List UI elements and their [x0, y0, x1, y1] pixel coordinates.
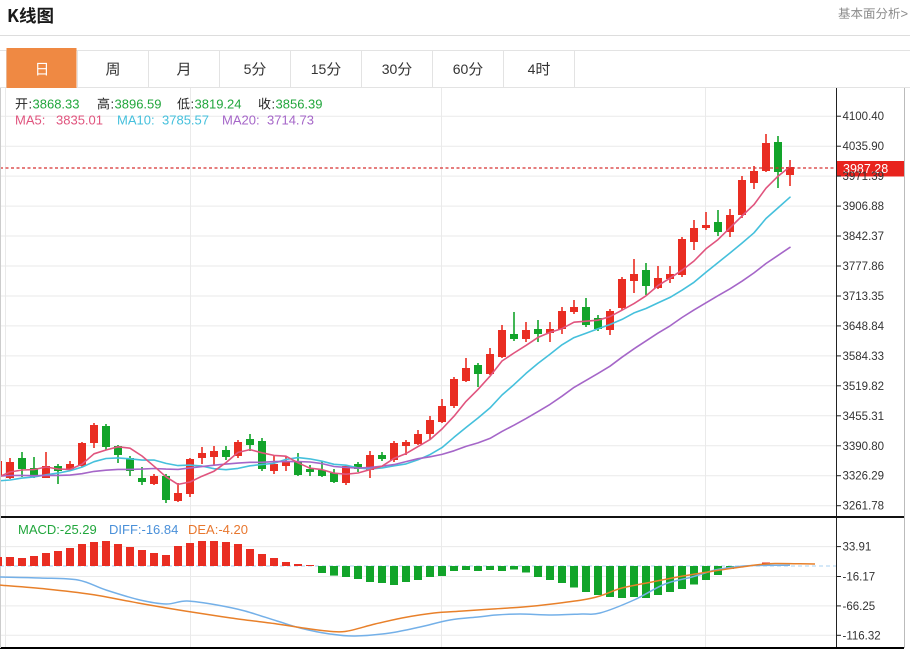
svg-text:4100.40: 4100.40 — [843, 111, 885, 123]
svg-text::: : — [191, 97, 195, 112]
svg-text:3835.01: 3835.01 — [56, 113, 103, 128]
svg-text:MA20:: MA20: — [222, 113, 260, 128]
svg-text:33.91: 33.91 — [843, 542, 872, 554]
svg-text:3326.29: 3326.29 — [843, 471, 885, 483]
svg-text:3856.39: 3856.39 — [276, 97, 323, 112]
svg-text:MA10:: MA10: — [117, 113, 155, 128]
svg-text:3714.73: 3714.73 — [267, 113, 314, 128]
svg-text:-66.25: -66.25 — [843, 601, 876, 613]
svg-text::: : — [272, 97, 276, 112]
svg-text::: : — [111, 97, 115, 112]
svg-text:3842.37: 3842.37 — [843, 231, 885, 243]
svg-text:3584.33: 3584.33 — [843, 351, 885, 363]
svg-text:3777.86: 3777.86 — [843, 261, 885, 273]
svg-text:3261.78: 3261.78 — [843, 501, 885, 513]
svg-text:3987.28: 3987.28 — [843, 162, 888, 176]
svg-text:DEA:-4.20: DEA:-4.20 — [188, 522, 248, 537]
svg-text:DIFF:-16.84: DIFF:-16.84 — [109, 522, 178, 537]
svg-text:5: 5 — [244, 61, 252, 77]
svg-text:3390.80: 3390.80 — [843, 441, 885, 453]
svg-text:60: 60 — [453, 61, 469, 77]
svg-text:-116.32: -116.32 — [843, 630, 881, 642]
svg-text:30: 30 — [382, 61, 398, 77]
svg-text:3713.35: 3713.35 — [843, 291, 885, 303]
svg-text:MA5:: MA5: — [15, 113, 45, 128]
svg-text:3648.84: 3648.84 — [843, 321, 885, 333]
svg-text:MACD:-25.29: MACD:-25.29 — [18, 522, 97, 537]
svg-text:3971.39: 3971.39 — [843, 171, 885, 183]
svg-text:3785.57: 3785.57 — [162, 113, 209, 128]
svg-text:4: 4 — [528, 61, 536, 77]
svg-text:3519.82: 3519.82 — [843, 381, 885, 393]
svg-text:>: > — [901, 6, 909, 21]
svg-text:-16.17: -16.17 — [843, 572, 876, 584]
svg-text::: : — [29, 97, 33, 112]
svg-text:3868.33: 3868.33 — [33, 97, 80, 112]
svg-text:4035.90: 4035.90 — [843, 141, 885, 153]
svg-text:3819.24: 3819.24 — [195, 97, 242, 112]
svg-text:3906.88: 3906.88 — [843, 201, 885, 213]
svg-text:3896.59: 3896.59 — [115, 97, 162, 112]
svg-text:15: 15 — [311, 61, 327, 77]
svg-text:3455.31: 3455.31 — [843, 411, 885, 423]
